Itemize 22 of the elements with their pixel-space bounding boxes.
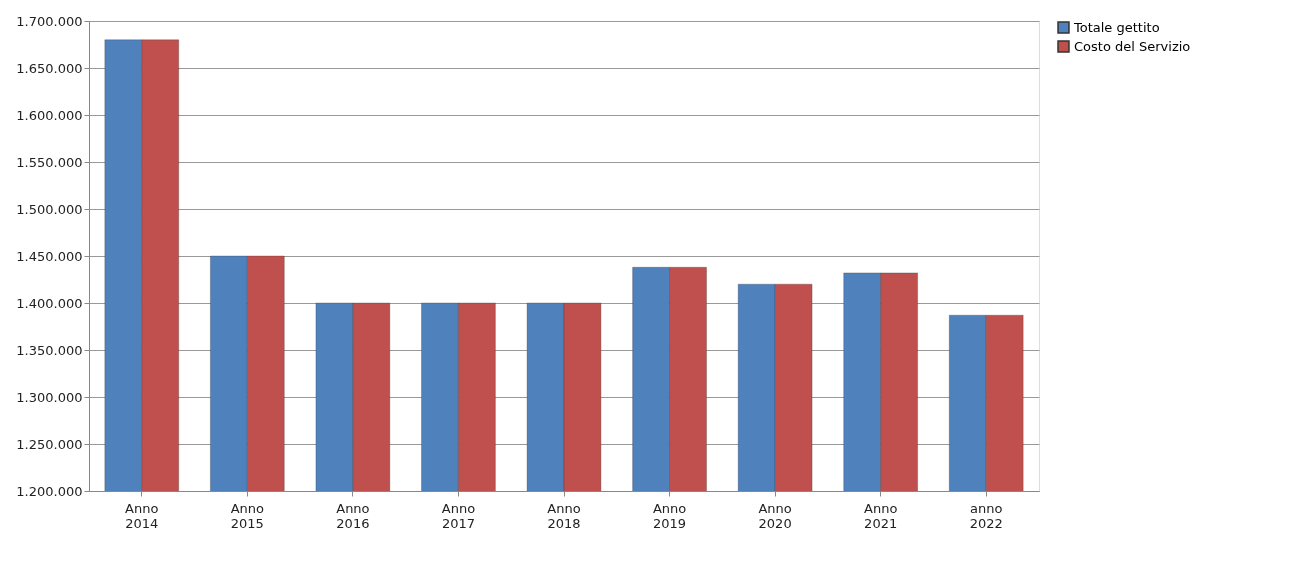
x-tick-label: Anno 2020 [758, 500, 792, 531]
x-tick-label: Anno 2016 [336, 500, 370, 531]
x-tick-label: Anno 2017 [441, 500, 476, 531]
y-tick-label: 1.650.000 [16, 60, 83, 76]
legend-label: Costo del Servizio [1074, 38, 1191, 54]
y-tick-label: 1.500.000 [16, 201, 83, 217]
y-tick-label: 1.700.000 [16, 13, 83, 29]
x-tick-label: Anno 2019 [652, 500, 687, 531]
legend-label: Totale gettito [1073, 19, 1160, 35]
y-tick-label: 1.400.000 [16, 295, 83, 311]
x-tick-label: anno 2022 [969, 500, 1003, 531]
y-tick-label: 1.600.000 [16, 107, 83, 123]
x-tick-label: Anno 2018 [547, 500, 581, 531]
y-tick-label: 1.450.000 [16, 248, 83, 264]
y-tick-label: 1.250.000 [16, 436, 83, 452]
y-tick-label: 1.200.000 [16, 483, 83, 499]
y-tick-label: 1.350.000 [16, 342, 83, 358]
x-tick-label: Anno 2015 [230, 500, 265, 531]
y-tick-label: 1.550.000 [16, 154, 83, 170]
y-tick-label: 1.300.000 [16, 389, 83, 405]
x-tick-label: Anno 2021 [864, 500, 898, 531]
x-tick-label: Anno 2014 [125, 500, 159, 531]
